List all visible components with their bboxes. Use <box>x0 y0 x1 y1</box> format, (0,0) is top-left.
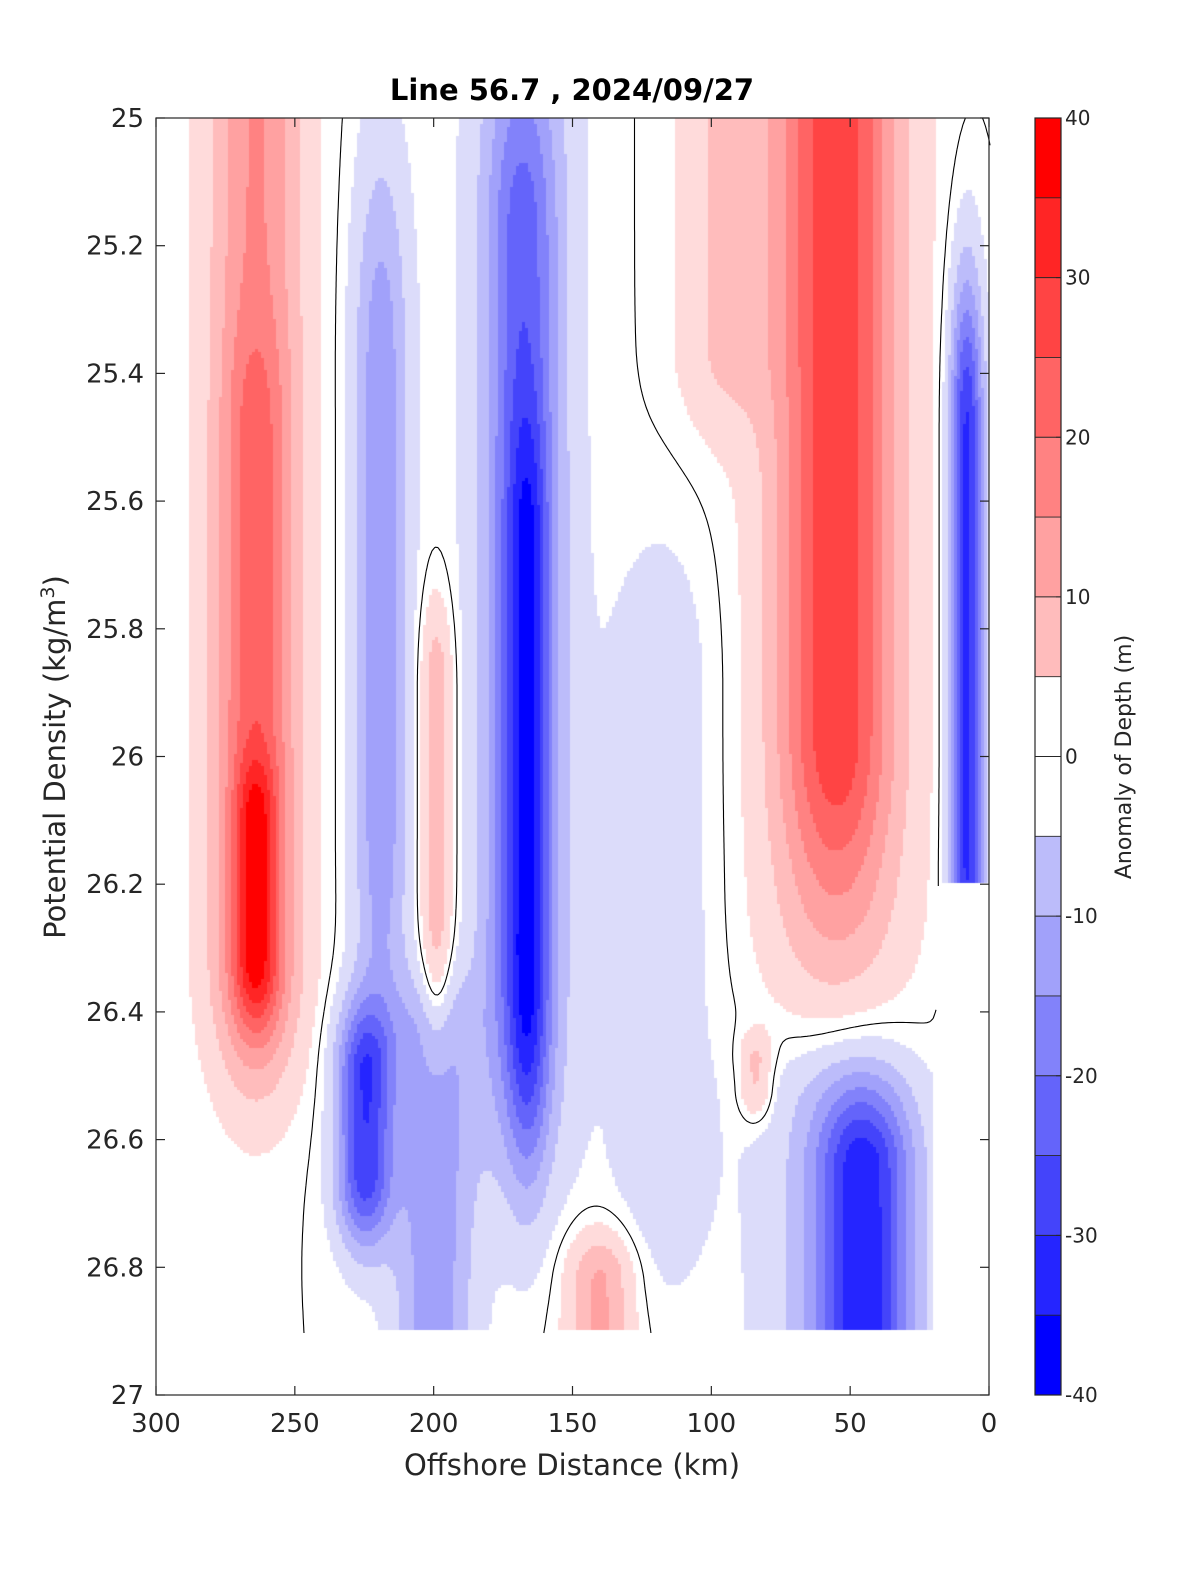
colorbar-tick-label: -10 <box>1065 904 1098 928</box>
y-tick-label: 26 <box>111 743 144 773</box>
y-tick-label: 27 <box>111 1381 144 1411</box>
colorbar-tick-label: 40 <box>1065 106 1090 130</box>
colorbar-segment <box>1035 596 1061 677</box>
colorbar-segment <box>1035 836 1061 917</box>
colorbar-segment <box>1035 277 1061 358</box>
y-tick-label: 25.2 <box>86 232 144 262</box>
y-tick-label: 25 <box>111 104 144 134</box>
y-axis: 25 25.2 25.4 25.6 25.8 26 26.2 26.4 26.6 26.8 27 <box>86 104 989 1411</box>
y-axis-title-main: Potential Density (kg/m <box>38 599 72 939</box>
colorbar-segment <box>1035 197 1061 278</box>
colorbar-segment <box>1035 437 1061 518</box>
x-tick-label: 100 <box>687 1409 737 1439</box>
colorbar-segment <box>1035 1235 1061 1316</box>
colorbar-segment <box>1035 357 1061 438</box>
colorbar-segment <box>1035 916 1061 996</box>
colorbar-segment <box>1035 995 1061 1076</box>
colorbar-segment <box>1035 118 1061 198</box>
y-tick-label: 25.8 <box>86 615 144 645</box>
colorbar-tick-label: 10 <box>1065 585 1090 609</box>
y-tick-label: 25.4 <box>86 359 144 389</box>
x-axis: 300 250 200 150 100 50 0 <box>131 118 997 1439</box>
zero-contour-lines <box>301 117 991 1334</box>
colorbar-tick-label: 20 <box>1065 425 1090 449</box>
colorbar-tick-label: -30 <box>1065 1223 1098 1247</box>
colorbar-segment <box>1035 1315 1061 1395</box>
y-axis-title-superscript: 3 <box>37 586 59 598</box>
x-tick-label: 200 <box>409 1409 459 1439</box>
zero-contour <box>301 117 991 1334</box>
colorbar-title: Anomaly of Depth (m) <box>1112 635 1137 879</box>
colorbar-segment <box>1035 1155 1061 1236</box>
colorbar-tick-label: 30 <box>1065 266 1090 290</box>
x-tick-label: 50 <box>834 1409 867 1439</box>
colorbar: 40 30 20 10 0 -10 -20 -30 -40 <box>1034 106 1098 1407</box>
colorbar-segment <box>1035 676 1061 757</box>
x-tick-label: 0 <box>981 1409 998 1439</box>
chart-title: Line 56.7 , 2024/09/27 <box>390 73 754 107</box>
x-tick-label: 250 <box>270 1409 320 1439</box>
colorbar-tick-label: -20 <box>1065 1064 1098 1088</box>
colorbar-segment <box>1035 1075 1061 1156</box>
y-axis-title-close: ) <box>38 575 72 586</box>
colorbar-tick-label: -40 <box>1065 1383 1098 1407</box>
x-tick-label: 150 <box>548 1409 598 1439</box>
y-tick-label: 26.2 <box>86 870 144 900</box>
x-axis-title: Offshore Distance (km) <box>404 1448 740 1482</box>
colorbar-segment <box>1035 517 1061 597</box>
y-tick-label: 26.8 <box>86 1253 144 1283</box>
y-tick-label: 26.6 <box>86 1126 144 1156</box>
x-tick-label: 300 <box>131 1409 181 1439</box>
colorbar-segment <box>1035 756 1061 837</box>
y-tick-label: 25.6 <box>86 487 144 517</box>
anomaly-field <box>156 118 989 1395</box>
colorbar-tick-label: 0 <box>1065 745 1078 769</box>
y-tick-label: 26.4 <box>86 998 144 1028</box>
y-axis-title: Potential Density (kg/m3) <box>37 575 72 939</box>
